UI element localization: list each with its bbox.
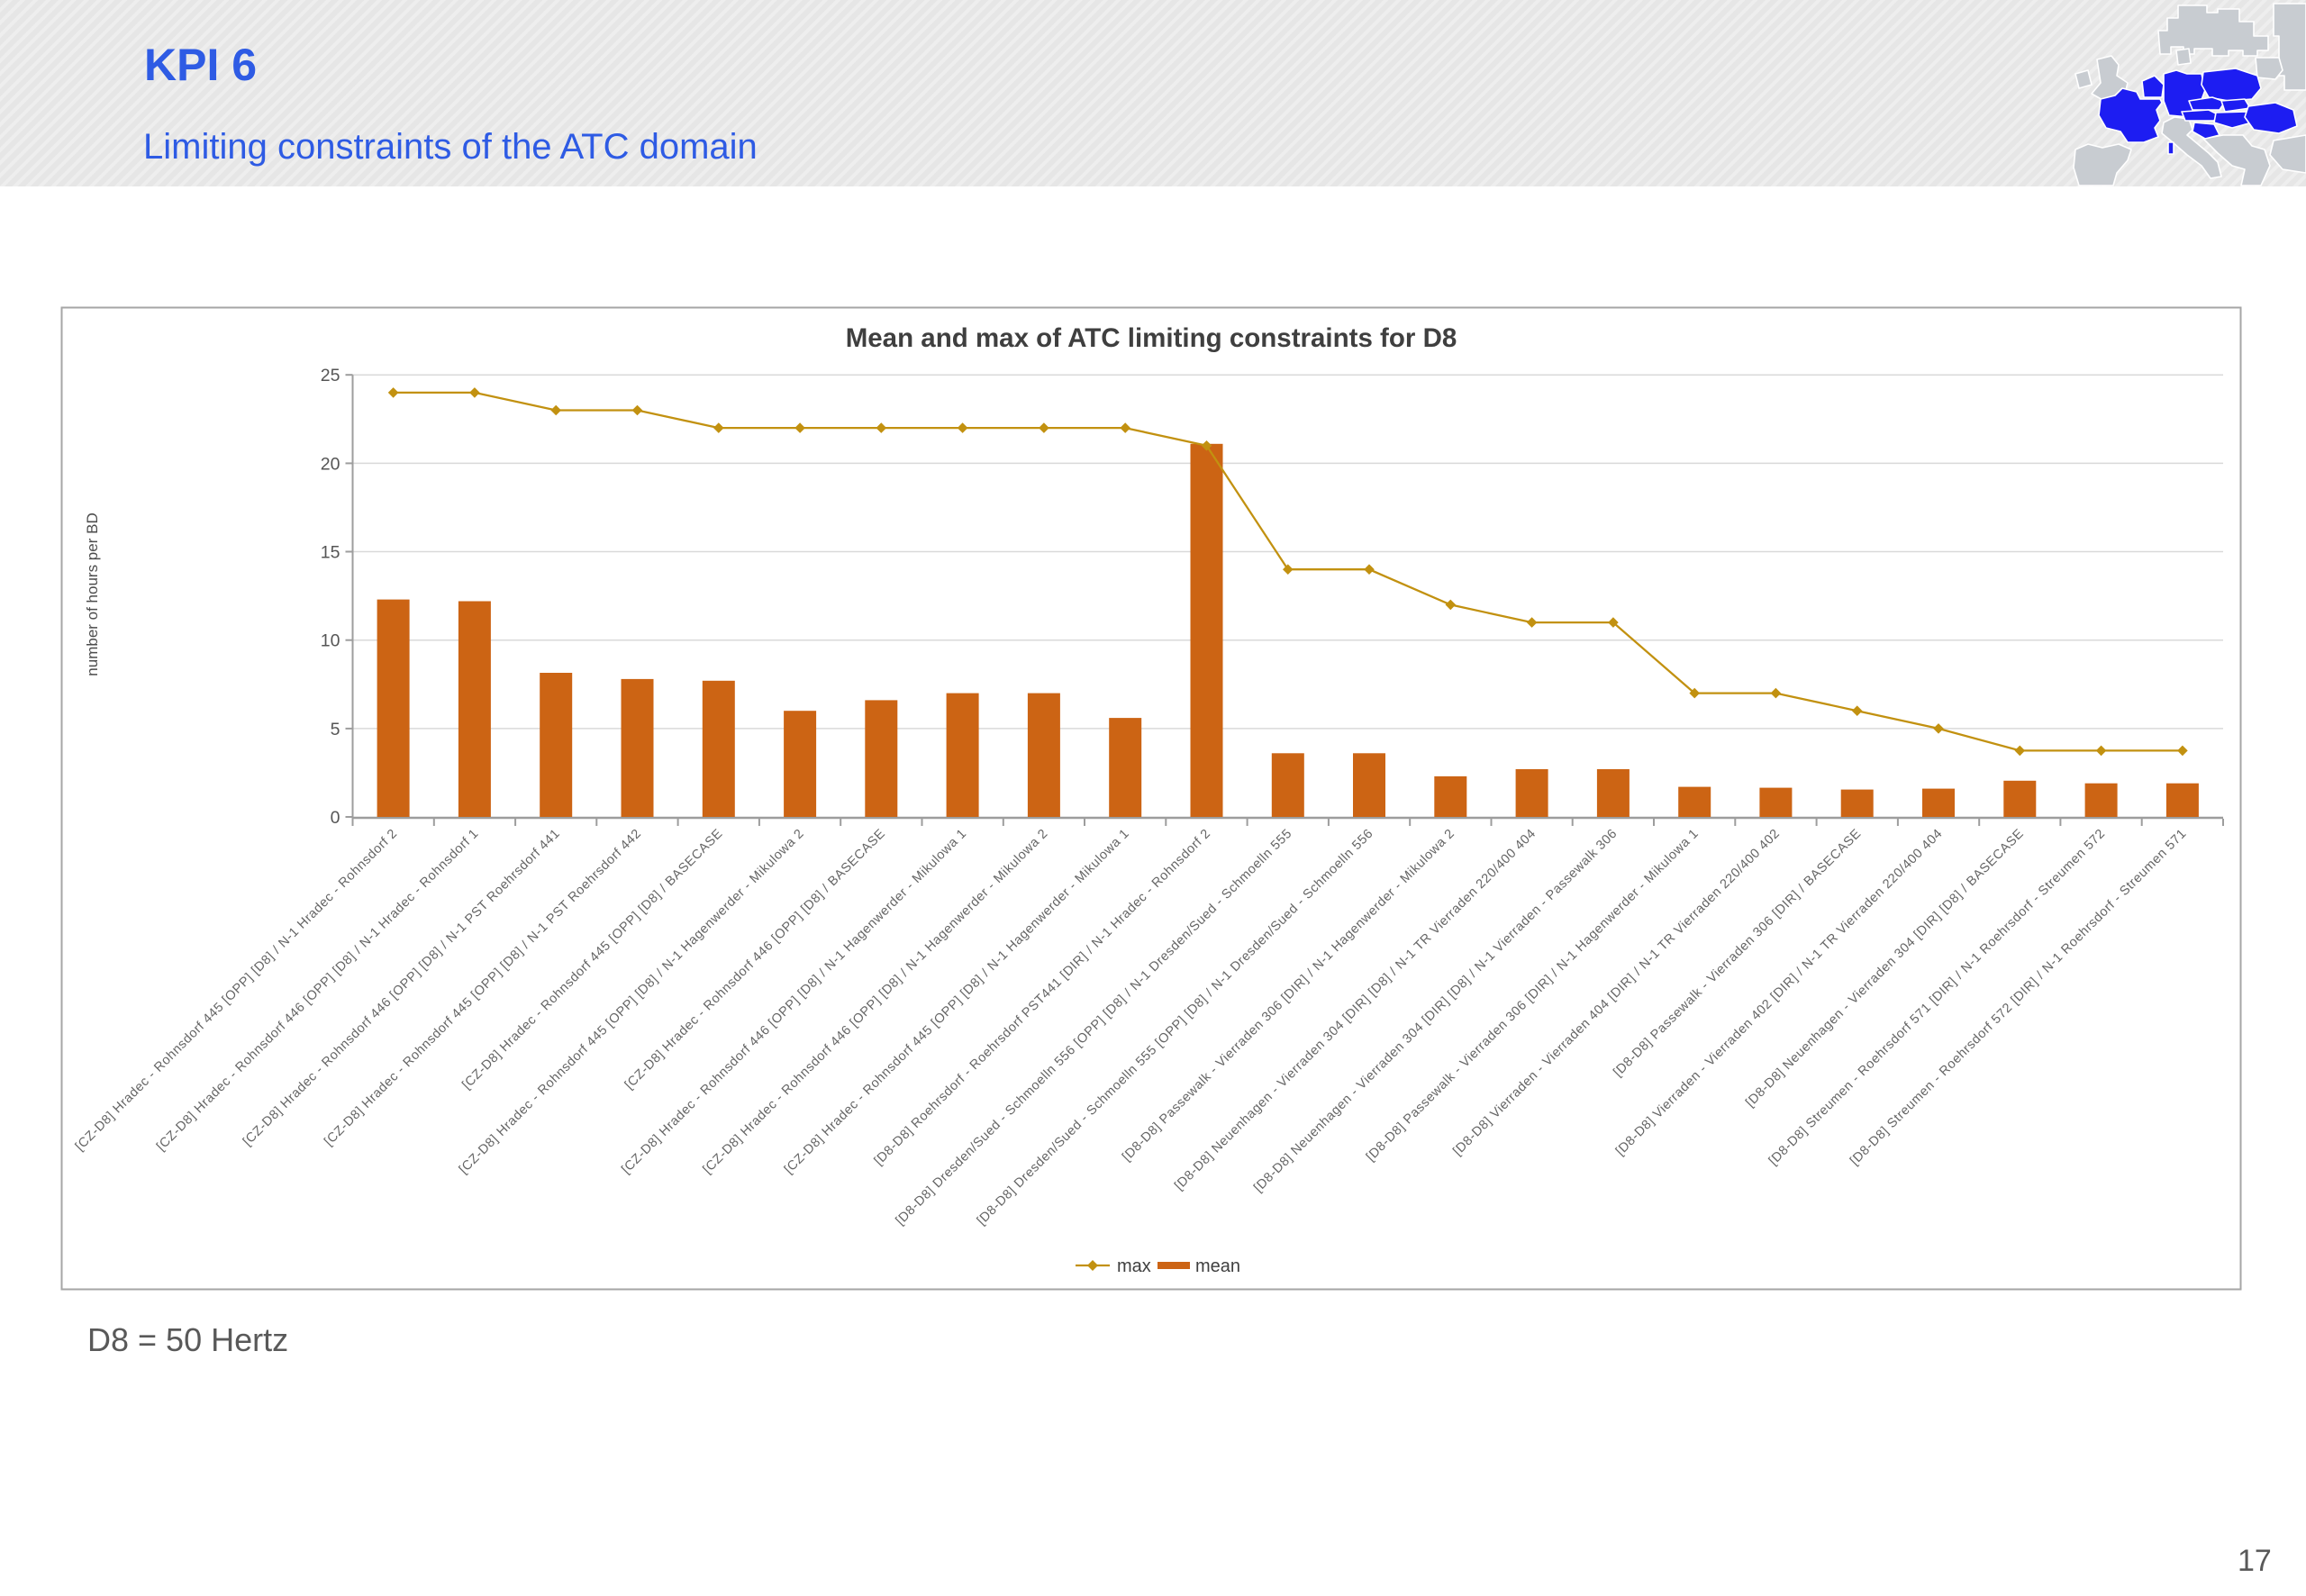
svg-text:10: 10 xyxy=(321,631,340,651)
svg-text:15: 15 xyxy=(321,543,340,563)
svg-text:0: 0 xyxy=(331,808,340,828)
svg-text:25: 25 xyxy=(321,366,340,385)
svg-text:20: 20 xyxy=(321,454,340,474)
svg-text:Limiting constraints of the AT: Limiting constraints of the ATC domain xyxy=(143,127,758,167)
svg-text:D8 = 50 Hertz: D8 = 50 Hertz xyxy=(87,1321,288,1358)
svg-text:KPI 6: KPI 6 xyxy=(144,40,257,90)
svg-text:mean: mean xyxy=(1195,1256,1240,1276)
svg-text:max: max xyxy=(1117,1256,1151,1276)
svg-text:number of hours per BD: number of hours per BD xyxy=(84,512,101,676)
svg-text:17: 17 xyxy=(2238,1544,2272,1578)
svg-text:Mean and max of ATC limiting c: Mean and max of ATC limiting constraints… xyxy=(846,323,1457,353)
svg-text:5: 5 xyxy=(331,720,340,739)
